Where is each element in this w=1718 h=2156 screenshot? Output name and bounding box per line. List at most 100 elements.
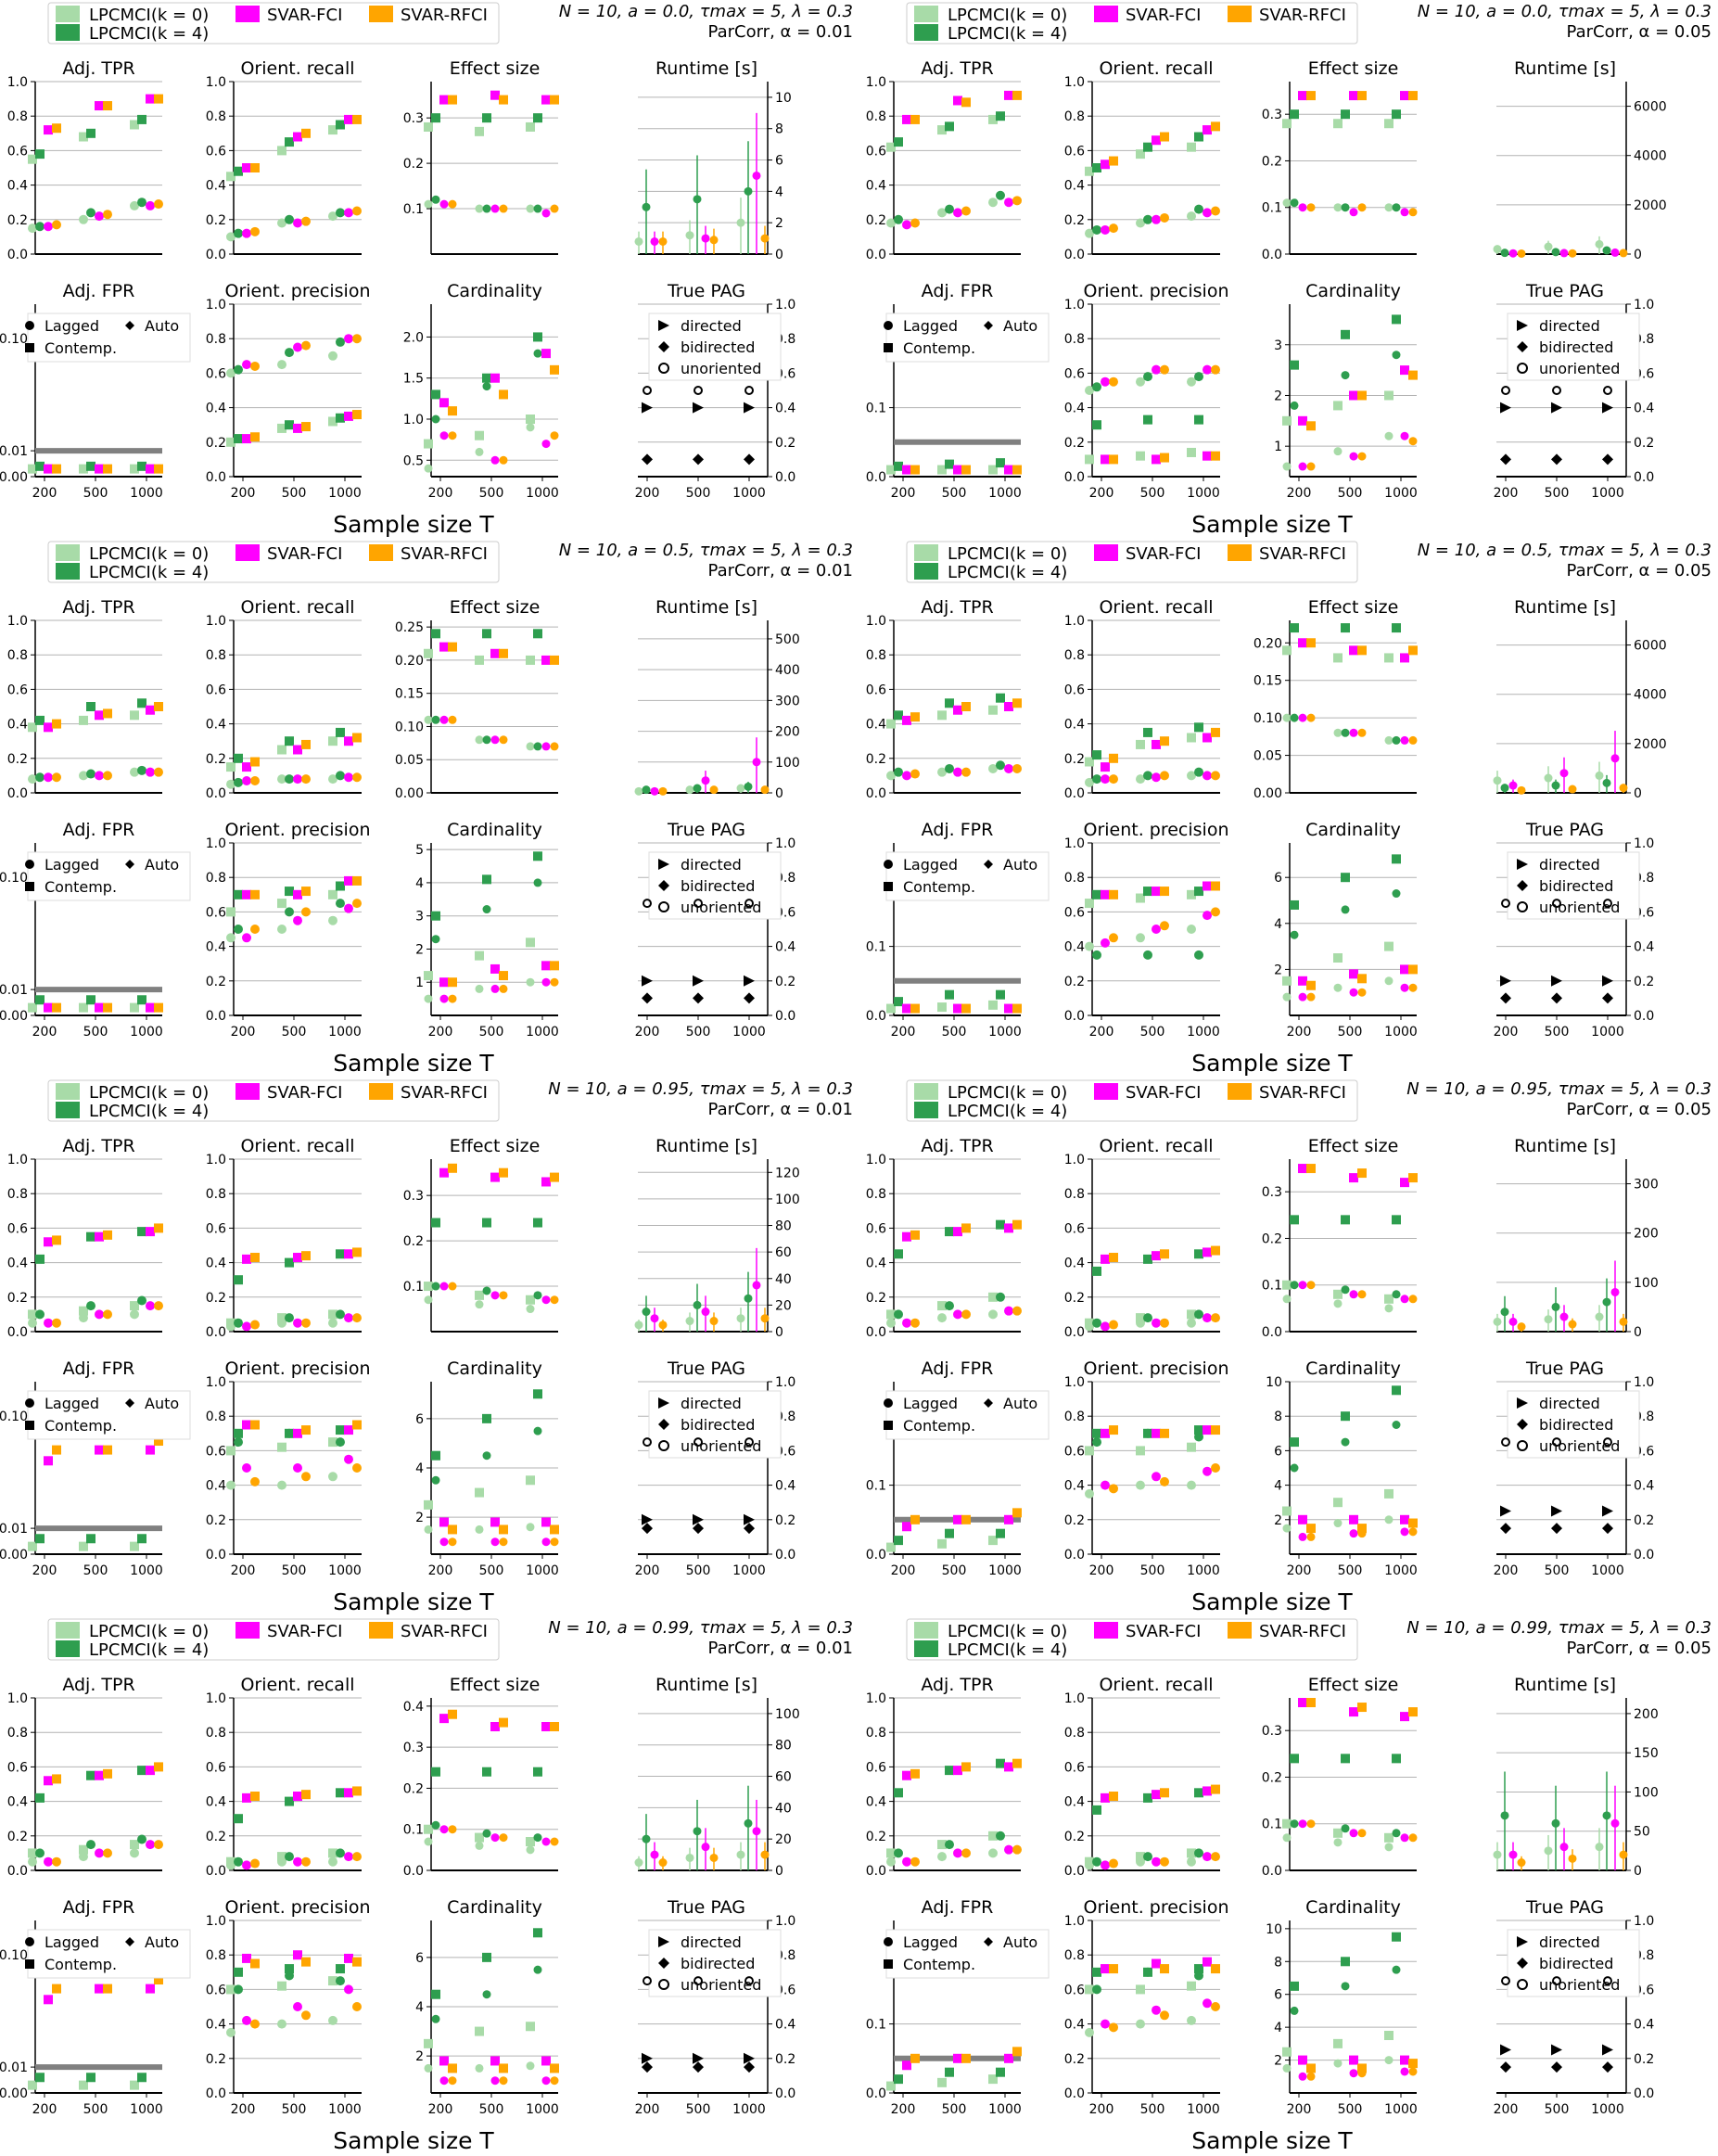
mark-card-svarrfci-lagged: [1306, 421, 1316, 431]
legend-swatch-svarrfci: [1228, 1083, 1252, 1100]
mark-card-svarrfci-contemp: [1306, 992, 1316, 1001]
legend-marker-bidirected: [658, 1419, 669, 1430]
axis-title-fpr: Adj. FPR: [922, 1359, 994, 1379]
mark-runtime-lpcmci0: [1595, 1312, 1604, 1321]
ytick-label: 0.10: [0, 332, 28, 347]
mark-precision-svarrfci-contemp: [250, 1476, 260, 1486]
ytick-label: 0.2: [866, 1830, 886, 1844]
mark-tpr-lpcmci4-lagged: [35, 715, 45, 725]
legend-label-lpcmci4: LPCMCI(k = 4): [89, 1102, 209, 1121]
mark-card-lpcmci4-lagged: [482, 1952, 491, 1962]
ytick-label: 0.2: [1064, 213, 1085, 228]
xtick-label: 200: [1494, 1025, 1519, 1040]
legend-swatch-lpcmci0: [56, 544, 80, 561]
ytick-label: 0.0: [775, 2086, 795, 2101]
mark-runtime-svarrfci: [1568, 1320, 1577, 1329]
mark-runtime-svarrfci: [1517, 1858, 1526, 1868]
mark-card-svarrfci-contemp: [499, 984, 508, 993]
ytick-label: 1.0: [866, 614, 886, 629]
axis-title-truepag: True PAG: [667, 281, 745, 301]
marker-legend-frame: [27, 313, 191, 363]
ytick-label: 4: [1274, 2021, 1282, 2035]
mark-tpr-lpcmci0-contemp: [937, 208, 947, 218]
ytick-label: 0.2: [1064, 2052, 1085, 2067]
mark-precision-svarfci-contemp: [1203, 911, 1212, 921]
mark-truepag-unoriented: [1501, 386, 1510, 395]
xtick-label: 1000: [1591, 2102, 1624, 2117]
mark-card-lpcmci0-contemp: [1282, 2063, 1292, 2073]
ytick-label: 0.2: [1064, 1513, 1085, 1528]
mark-effect-svarrfci-contemp: [1357, 728, 1367, 737]
mark-card-lpcmci4-lagged: [533, 851, 542, 861]
mark-recall-svarrfci-contemp: [1211, 771, 1220, 781]
mark-tpr-svarrfci-lagged: [1012, 1219, 1022, 1230]
mark-fpr-lpcmci4: [894, 1536, 903, 1546]
mark-recall-lpcmci4-contemp: [1092, 774, 1101, 785]
mark-card-svarfci-contemp: [1298, 2072, 1307, 2081]
mark-tpr-lpcmci0-contemp: [28, 1318, 37, 1328]
ytick-label: 0.4: [1634, 940, 1654, 955]
ytick-label: 0.4: [775, 402, 795, 416]
mark-tpr-lpcmci4-contemp: [35, 222, 45, 232]
truepag-legend-frame: [648, 1929, 782, 1997]
legend-marker-contemp: [884, 343, 893, 352]
x-axis-label: Sample size T: [1191, 2127, 1353, 2154]
mark-card-lpcmci4-lagged: [1290, 899, 1299, 910]
mark-effect-lpcmci4-contemp: [482, 1829, 491, 1838]
mark-precision-svarfci-contemp: [344, 1984, 353, 1995]
mark-effect-svarrfci-lagged: [1408, 645, 1418, 656]
mark-card-lpcmci4-contemp: [1341, 371, 1350, 380]
mark-fpr-lpcmci0: [988, 465, 998, 475]
legend-label-svarrfci: SVAR-RFCI: [1259, 1622, 1346, 1641]
xtick-label: 500: [479, 2102, 504, 2117]
mark-effect-lpcmci4-lagged: [533, 1767, 542, 1777]
mark-truepag-unoriented: [1603, 1437, 1612, 1448]
mark-effect-lpcmci4-lagged: [1392, 1215, 1401, 1225]
xtick-label: 1000: [1187, 2102, 1220, 2117]
legend-label-lpcmci0: LPCMCI(k = 0): [948, 6, 1067, 25]
ytick-label: 0.0: [206, 470, 226, 485]
mark-precision-lpcmci4-contemp: [234, 1437, 243, 1448]
mark-recall-svarrfci-lagged: [352, 733, 362, 743]
mark-tpr-lpcmci0-contemp: [79, 214, 88, 224]
xtick-label: 200: [428, 1563, 453, 1578]
mark-tpr-svarrfci-lagged: [52, 1235, 61, 1245]
ytick-label: 0.6: [7, 683, 28, 697]
ytick-label: 0.4: [7, 1795, 28, 1810]
legend-label-contemp: Contemp.: [45, 339, 117, 357]
mark-card-lpcmci4-contemp: [431, 935, 440, 944]
mark-precision-lpcmci0-contemp: [277, 360, 286, 370]
axis-title-runtime: Runtime [s]: [1514, 1136, 1616, 1156]
mark-recall-svarfci-contemp: [1152, 772, 1161, 783]
mark-tpr-lpcmci4-lagged: [35, 1254, 45, 1264]
mark-card-lpcmci0-contemp: [1333, 1519, 1343, 1528]
mark-precision-lpcmci4-contemp: [336, 1976, 345, 1986]
mark-tpr-lpcmci4-contemp: [894, 1848, 903, 1858]
mark-precision-svarrfci-contemp: [250, 925, 260, 934]
mark-runtime-lpcmci0: [685, 231, 694, 240]
ytick-label: 0.00: [0, 2086, 28, 2101]
legend-label-contemp: Contemp.: [903, 1956, 975, 1973]
mark-card-lpcmci0-contemp: [424, 1525, 433, 1534]
ytick-label: 0.6: [206, 1760, 226, 1775]
legend-marker-unoriented: [1517, 1979, 1528, 1990]
mark-card-lpcmci0-contemp: [475, 984, 484, 993]
mark-effect-lpcmci4-lagged: [1290, 1215, 1299, 1225]
xtick-label: 1000: [1384, 486, 1418, 501]
mark-precision-svarrfci-contemp: [301, 340, 311, 351]
mark-precision-lpcmci0-lagged: [1187, 1981, 1196, 1991]
legend-label-lagged: Lagged: [903, 1933, 958, 1951]
mark-card-lpcmci4-lagged: [1392, 1932, 1401, 1942]
xtick-label: 1000: [1384, 2102, 1418, 2117]
mark-precision-svarfci-contemp: [1152, 1472, 1161, 1482]
mark-precision-svarrfci-contemp: [1211, 907, 1220, 917]
mark-tpr-lpcmci0-lagged: [937, 1840, 947, 1850]
mark-runtime-lpcmci0: [736, 218, 745, 227]
mark-card-svarfci-contemp: [1298, 462, 1307, 471]
axis-title-recall: Orient. recall: [240, 58, 354, 79]
